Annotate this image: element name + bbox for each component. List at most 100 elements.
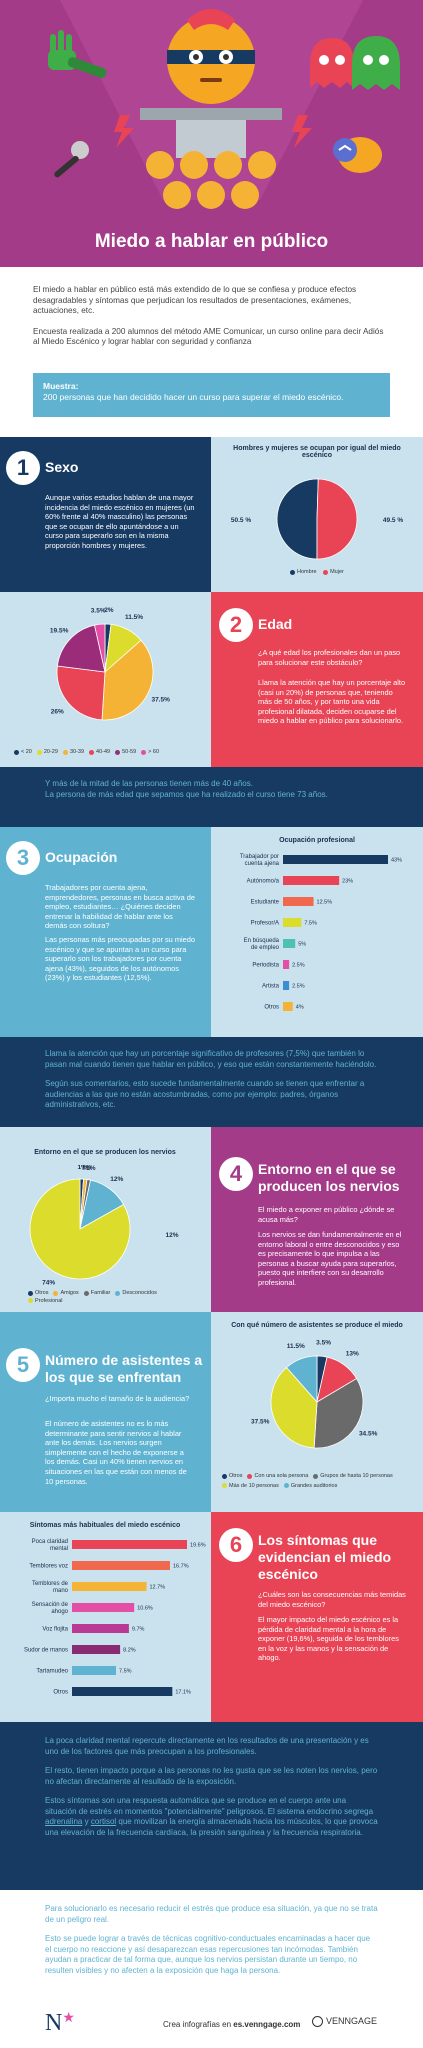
pie-chart-entorno: 1%1%1% 12% 74% 12% [29,1165,179,1287]
bar [283,855,388,864]
section-title: Entorno en el que se producen los nervio… [258,1161,400,1194]
legend-item: Hombre [290,569,317,575]
legend-item: 20-29 [36,749,58,755]
note-band: Llama la atención que hay un porcentaje … [0,1037,423,1127]
slice-label: 11.5% [287,1343,305,1350]
bar-category-label: de empleo [251,945,280,951]
slice-label: 3.5% [91,607,106,614]
pie-chart-edad: 2% 11.5% 37.5% 26% 19.5% 3.5% [50,607,170,721]
note-text: Para solucionarlo es necesario reducir e… [45,1904,378,1924]
section-number: 2 [219,608,253,642]
page-title: Miedo a hablar en público [94,231,329,252]
slice-label: 37.5% [151,696,170,703]
footer: N★ Crea infografías en es.venngage.com V… [0,1998,423,2048]
chart-title: Entorno en el que se producen los nervio… [34,1149,176,1156]
chart-legend: < 20 20-29 30-39 40-49 50-59 > 60 [14,749,164,757]
bar-value-label: 12.5% [317,900,333,906]
slice-label: 74% [42,1280,55,1287]
bar [283,876,340,885]
link-cortisol[interactable]: cortisol [90,1817,117,1826]
bar-category-label: cuenta ajena [245,861,280,867]
section-number: 1 [6,451,40,485]
bar [283,1002,293,1011]
bar-category-label: ahogo [51,1609,68,1615]
venngage-brand[interactable]: VENNGAGE [312,2016,377,2028]
bar-value-label: 16.7% [173,1564,189,1570]
section-text: Las personas más preocupadas por su mied… [45,935,195,983]
legend-item: Familiar [83,1290,110,1296]
bar-category-label: Trabajador por [240,854,279,860]
section-number: 6 [219,1528,253,1562]
section-number: 3 [6,841,40,875]
section-question: ¿A qué edad los profesionales dan un pas… [258,648,401,667]
pie-slice [101,639,154,721]
section-question: ¿Importa mucho el tamaño de la audiencia… [45,1394,190,1403]
intro-paragraph: El miedo a hablar en público está más ex… [33,285,357,315]
bar-category-label: Voz flojita [42,1627,68,1633]
bar-value-label: 7.5% [119,1669,132,1675]
footer-link[interactable]: es.venngage.com [233,2020,301,2029]
bar-value-label: 12.7% [150,1585,166,1591]
section-text: El número de asistentes no es lo más det… [45,1419,187,1486]
note-band: La poca claridad mental repercute direct… [0,1722,423,1890]
note-text: Esto se puede lograr a través de técnica… [45,1934,371,1975]
chart-legend: Otros Con una sola persona Grupos de hasta… [222,1472,417,1491]
bar [72,1540,187,1549]
section-question: ¿Cuáles son las consecuencias más temida… [258,1590,406,1609]
slice-label: 26% [51,709,64,716]
slice-label: 19.5% [50,627,69,634]
slice-label: 49.5 % [383,517,403,524]
section-text: Los nervios se dan fundamentalmente en e… [258,1230,402,1287]
bar-category-label: mano [53,1588,69,1594]
pie-chart-asistentes: 3.5% 13% 34.5% 37.5% 11.5% [251,1339,378,1449]
audience-icon [146,151,276,209]
sample-box: Muestra: 200 personas que han decidido h… [33,373,390,417]
section-number: 5 [6,1348,40,1382]
slice-label: 50.5 % [231,517,251,524]
pie-slice [56,665,106,721]
legend-item: Mujer [323,569,344,575]
ghost-icon [352,36,400,90]
note-text: Y más de la mitad de las personas tienen… [45,779,253,788]
bar-value-label: 2.5% [292,963,305,969]
legend-item: Grupos de hasta 10 personas [313,1472,393,1480]
slice-label: 12% [110,1176,123,1183]
bar-category-label: Temblores voz [29,1564,68,1570]
bar-value-label: 7.5% [304,921,317,927]
pie-slice [276,478,319,560]
bar-category-label: Tartamudeo [36,1669,68,1675]
bar [283,960,290,969]
chart-title: Síntomas más habituales del miedo escéni… [29,1522,181,1529]
legend-item: 40-49 [89,749,110,755]
legend-item: Con una sola persona [247,1472,308,1480]
bar-value-label: 9.7% [132,1627,145,1633]
legend-item: Otros [222,1472,242,1480]
note-band: Y más de la mitad de las personas tienen… [0,767,423,827]
slice-label: 12% [165,1232,178,1239]
lightning-icon [114,115,134,148]
title-banner: Miedo a hablar en público [0,217,423,267]
note-text: El resto, tienen impacto porque a las pe… [45,1766,378,1786]
note-text: La persona de más edad que sepamos que h… [45,789,328,799]
legend-item: Más de 10 personas [222,1482,279,1490]
bar [72,1666,117,1675]
bar-value-label: 2.5% [292,984,305,990]
star-icon: ★ [62,2011,75,2026]
note-band: Para solucionarlo es necesario reducir e… [0,1890,423,1998]
bar-category-label: Artista [262,984,280,990]
bar-category-label: Poca claridad [32,1539,68,1545]
chart-title: Hombres y mujeres se ocupan por igual de… [233,445,401,459]
pie-slice [270,1366,318,1449]
bar [283,897,314,906]
link-adrenalina[interactable]: adrenalina [45,1817,83,1826]
bar-value-label: 19.6% [190,1543,206,1549]
speaker-character-icon [140,9,282,158]
section-number: 4 [219,1157,253,1191]
section-ocupacion: 3 Ocupación Trabajadores por cuenta ajen… [0,827,423,1037]
legend-item: Amigos [53,1290,79,1296]
bar-category-label: Temblores de [32,1581,69,1587]
section-text: Llama la atención que hay un porcentaje … [258,678,406,726]
legend-item: Grandes auditorios [283,1482,337,1490]
section-text: Aunque varios estudios hablan de una may… [45,493,195,550]
